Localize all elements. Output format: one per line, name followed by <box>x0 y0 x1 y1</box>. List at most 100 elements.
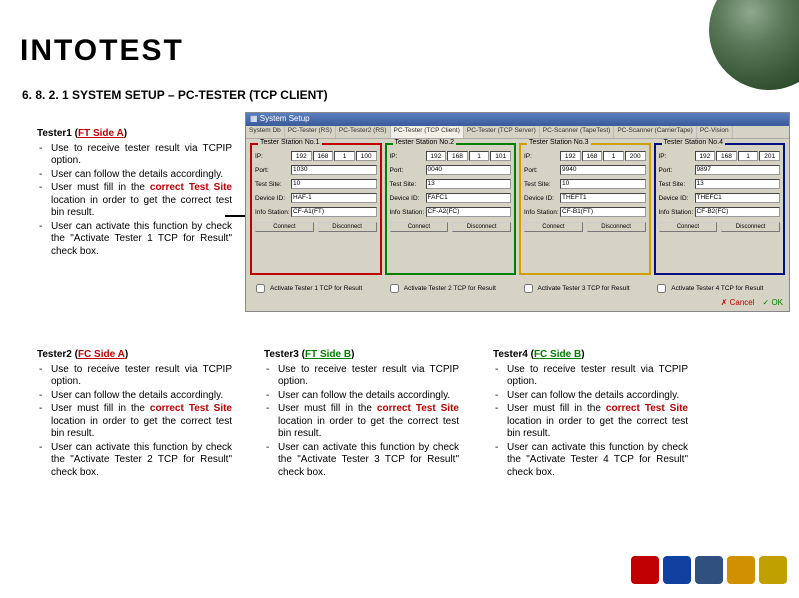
station-buttons: ConnectDisconnect <box>390 222 512 232</box>
tester3-description: Tester3 (FT Side B) Use to receive teste… <box>264 349 459 480</box>
ip-segment[interactable]: 1 <box>738 151 759 161</box>
checkbox-input[interactable] <box>256 284 265 293</box>
info-station-input[interactable]: CF-B2(FC) <box>695 207 781 217</box>
tester1-header: Tester1 (FT Side A) <box>37 128 232 141</box>
ip-row: IP:1921681200 <box>524 150 646 162</box>
bullet: User can follow the details accordingly. <box>51 169 232 182</box>
port-row: Port:1030 <box>255 164 377 176</box>
bullet: User can follow the details accordingly. <box>51 390 232 403</box>
ip-segment[interactable]: 100 <box>356 151 377 161</box>
port-input[interactable]: 1030 <box>291 165 377 175</box>
activate-checkbox-4[interactable]: Activate Tester 4 TCP for Result <box>653 281 783 296</box>
bullet: User can activate this function by check… <box>51 442 232 480</box>
ip-segment[interactable]: 192 <box>695 151 716 161</box>
dialog-tab[interactable]: PC-Scanner (CarrierTape) <box>614 126 697 138</box>
port-input[interactable]: 0040 <box>426 165 512 175</box>
tester-station-1: Tester Station No.1IP:1921681100Port:103… <box>250 143 382 275</box>
dialog-title: System Setup <box>260 114 310 123</box>
ip-segment[interactable]: 192 <box>291 151 312 161</box>
checkbox-input[interactable] <box>390 284 399 293</box>
station-buttons: Connect Disconnect <box>255 222 377 232</box>
connect-button[interactable]: Connect <box>659 222 718 232</box>
info-station-row: Info Station:CF-B1(FT) <box>524 206 646 218</box>
dialog-tab[interactable]: PC-Tester (TCP Server) <box>464 126 540 138</box>
footer-logos <box>631 556 787 584</box>
tester2-description: Tester2 (FC Side A) Use to receive teste… <box>37 349 232 480</box>
dialog-tab[interactable]: System Db <box>246 126 285 138</box>
dialog-tab[interactable]: PC-Tester2 (RS) <box>336 126 391 138</box>
activate-checkboxes: Activate Tester 1 TCP for Result Activate… <box>246 279 789 298</box>
ip-segment[interactable]: 101 <box>490 151 511 161</box>
checkbox-input[interactable] <box>657 284 666 293</box>
disconnect-button[interactable]: Disconnect <box>587 222 646 232</box>
info-station-input[interactable]: CF-A2(FC) <box>426 207 512 217</box>
device-id-input[interactable]: HAF-1 <box>291 193 377 203</box>
test-site-input[interactable]: 10 <box>291 179 377 189</box>
activate-checkbox-2[interactable]: Activate Tester 2 TCP for Result <box>386 281 516 296</box>
test-site-input[interactable]: 13 <box>695 179 781 189</box>
stations-container: Tester Station No.1IP:1921681100Port:103… <box>246 139 789 279</box>
device-id-input[interactable]: FAFC1 <box>426 193 512 203</box>
tester4-bullets: Use to receive tester result via TCPIP o… <box>493 364 688 480</box>
ip-segment[interactable]: 168 <box>447 151 468 161</box>
station-legend: Tester Station No.4 <box>662 139 726 146</box>
ip-segment[interactable]: 1 <box>469 151 490 161</box>
bullet: User must fill in the correct Test Site … <box>507 403 688 441</box>
port-input[interactable]: 9940 <box>560 165 646 175</box>
station-legend: Tester Station No.1 <box>258 139 322 146</box>
device-id-row: Device ID:HAF-1 <box>255 192 377 204</box>
dialog-tab[interactable]: PC-Vision <box>697 126 733 138</box>
bullet: User must fill in the correct Test Site … <box>51 182 232 220</box>
port-row: Port:9940 <box>524 164 646 176</box>
bullet: User can follow the details accordingly. <box>507 390 688 403</box>
checkbox-input[interactable] <box>524 284 533 293</box>
bullet: User can activate this function by check… <box>278 442 459 480</box>
device-id-input[interactable]: THEFT1 <box>560 193 646 203</box>
ip-segment[interactable]: 200 <box>625 151 646 161</box>
ip-row: IP:1921681100 <box>255 150 377 162</box>
info-station-input[interactable]: CF-A1(FT) <box>291 207 377 217</box>
cancel-button[interactable]: ✗ Cancel <box>721 298 755 307</box>
ip-segment[interactable]: 201 <box>759 151 780 161</box>
connect-button[interactable]: Connect <box>255 222 314 232</box>
dialog-tab[interactable]: PC-Tester (TCP Client) <box>391 126 464 138</box>
tester1-bullets: Use to receive tester result via TCPIP o… <box>37 143 232 259</box>
test-site-input[interactable]: 10 <box>560 179 646 189</box>
ip-segment[interactable]: 1 <box>334 151 355 161</box>
globe-decoration <box>709 0 799 90</box>
device-id-input[interactable]: THEFC1 <box>695 193 781 203</box>
test-site-row: Test Site:10 <box>524 178 646 190</box>
ip-segment[interactable]: 192 <box>560 151 581 161</box>
tester-station-4: Tester Station No.4IP:1921681201Port:989… <box>654 143 786 275</box>
activate-checkbox-3[interactable]: Activate Tester 3 TCP for Result <box>520 281 650 296</box>
dialog-title-icon: ▦ <box>250 114 258 123</box>
info-station-input[interactable]: CF-B1(FT) <box>560 207 646 217</box>
dialog-tab[interactable]: PC-Scanner (TapeTest) <box>540 126 615 138</box>
test-site-input[interactable]: 13 <box>426 179 512 189</box>
ip-row: IP:1921681101 <box>390 150 512 162</box>
bullet: User must fill in the correct Test Site … <box>51 403 232 441</box>
port-row: Port:0040 <box>390 164 512 176</box>
ok-button[interactable]: ✓ OK <box>763 298 783 307</box>
disconnect-button[interactable]: Disconnect <box>318 222 377 232</box>
ip-segment[interactable]: 192 <box>426 151 447 161</box>
activate-checkbox-1[interactable]: Activate Tester 1 TCP for Result <box>252 281 382 296</box>
tester3-bullets: Use to receive tester result via TCPIP o… <box>264 364 459 480</box>
ip-segment[interactable]: 168 <box>313 151 334 161</box>
ip-segment[interactable]: 168 <box>716 151 737 161</box>
ip-segment[interactable]: 1 <box>603 151 624 161</box>
port-input[interactable]: 9897 <box>695 165 781 175</box>
station-legend: Tester Station No.3 <box>527 139 591 146</box>
bullet: User can activate this function by check… <box>507 442 688 480</box>
device-id-row: Device ID:FAFC1 <box>390 192 512 204</box>
disconnect-button[interactable]: Disconnect <box>721 222 780 232</box>
disconnect-button[interactable]: Disconnect <box>452 222 511 232</box>
device-id-row: Device ID:THEFC1 <box>659 192 781 204</box>
tester-station-2: Tester Station No.2IP:1921681101Port:004… <box>385 143 517 275</box>
bullet: Use to receive tester result via TCPIP o… <box>51 143 232 168</box>
station-legend: Tester Station No.2 <box>393 139 457 146</box>
connect-button[interactable]: Connect <box>390 222 449 232</box>
ip-segment[interactable]: 168 <box>582 151 603 161</box>
dialog-tab[interactable]: PC-Tester (RS) <box>285 126 336 138</box>
connect-button[interactable]: Connect <box>524 222 583 232</box>
